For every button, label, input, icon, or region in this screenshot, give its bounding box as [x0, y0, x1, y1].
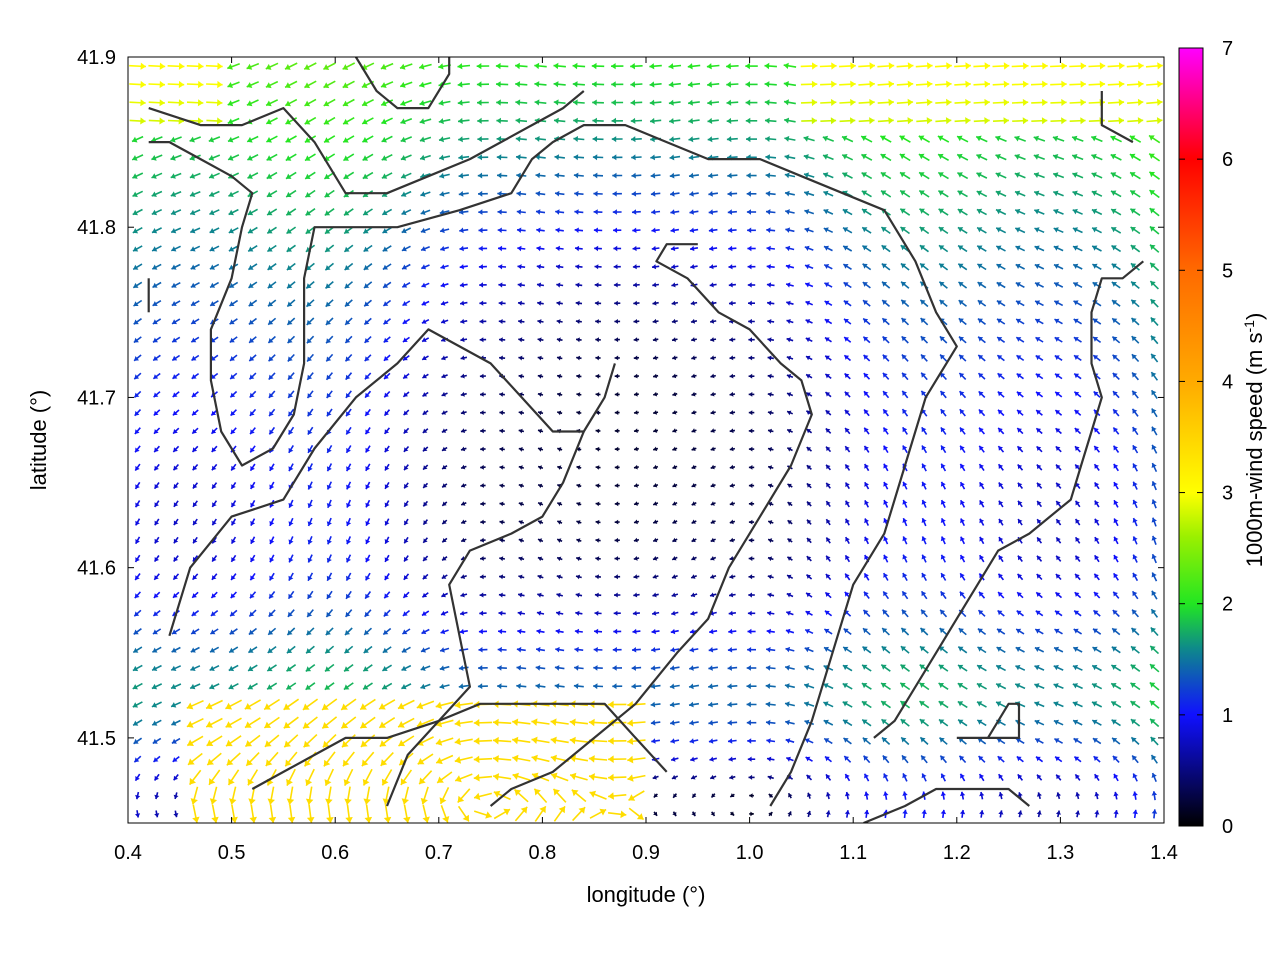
x-tick-label: 0.5	[218, 842, 246, 864]
x-tick-label: 0.8	[528, 842, 556, 864]
colorbar-tick-label: 2	[1222, 594, 1233, 616]
x-tick-label: 0.9	[632, 842, 660, 864]
colorbar-label-main: 1000m-wind speed (m s	[1242, 333, 1267, 568]
x-tick-label: 1.0	[736, 842, 764, 864]
x-tick-label: 0.6	[321, 842, 349, 864]
x-tick-label: 1.3	[1046, 842, 1074, 864]
colorbar-tick-label: 6	[1222, 149, 1233, 171]
colorbar-tick-label: 4	[1222, 371, 1233, 393]
x-tick-label: 1.4	[1150, 842, 1178, 864]
x-axis-label: longitude (°)	[587, 882, 706, 907]
y-tick-label: 41.9	[77, 47, 116, 69]
x-tick-label: 0.7	[425, 842, 453, 864]
colorbar-tick-label: 5	[1222, 260, 1233, 282]
x-tick-label: 1.1	[839, 842, 867, 864]
colorbar-label: 1000m-wind speed (m s-1)	[1241, 313, 1267, 568]
colorbar-label-sup: -1	[1241, 320, 1257, 333]
colorbar-tick-label: 7	[1222, 38, 1233, 60]
colorbar-tick-label: 0	[1222, 816, 1233, 838]
colorbar-label-end: )	[1242, 313, 1267, 320]
y-axis-label: latitude (°)	[26, 390, 51, 491]
colorbar	[1179, 48, 1203, 826]
y-tick-label: 41.5	[77, 728, 116, 750]
plot-background	[128, 57, 1164, 823]
y-tick-label: 41.6	[77, 558, 116, 580]
colorbar-tick-label: 3	[1222, 483, 1233, 505]
x-tick-label: 1.2	[943, 842, 971, 864]
y-tick-label: 41.8	[77, 217, 116, 239]
x-tick-label: 0.4	[114, 842, 142, 864]
y-tick-label: 41.7	[77, 387, 116, 409]
colorbar-tick-label: 1	[1222, 705, 1233, 727]
